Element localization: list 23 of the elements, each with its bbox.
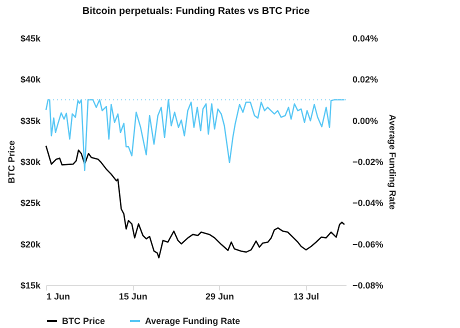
y2-tick-label: −0.08% [352,280,384,290]
y-tick-label: $15k [20,280,42,290]
y-tick-label: $25k [20,198,42,208]
x-tick-label: 13 Jul [294,292,320,302]
x-tick-label: 15 Jun [118,292,148,302]
y-tick-label: $35k [20,116,42,126]
y2-tick-label: 0.02% [352,74,378,85]
legend-label: Average Funding Rate [145,316,240,326]
y-tick-label: $30k [20,157,42,167]
y2-tick-label: 0.04% [352,34,378,44]
x-tick-label: 29 Jun [205,292,234,302]
y-tick-label: $45k [20,34,42,44]
y2-tick-label: −0.06% [352,239,384,250]
y2-tick-label: 0.00% [352,116,378,126]
legend-label: BTC Price [62,316,106,326]
y-tick-label: $40k [20,74,42,85]
y-tick-label: $20k [20,239,42,250]
y2-tick-label: −0.04% [352,198,384,208]
y2-axis-title: Average Funding Rate [387,114,398,210]
y-axis-title: BTC Price [6,140,16,184]
y2-tick-label: −0.02% [352,157,384,167]
x-tick-label: 1 Jun [46,292,70,302]
chart-title: Bitcoin perpetuals: Funding Rates vs BTC Price [82,6,310,17]
